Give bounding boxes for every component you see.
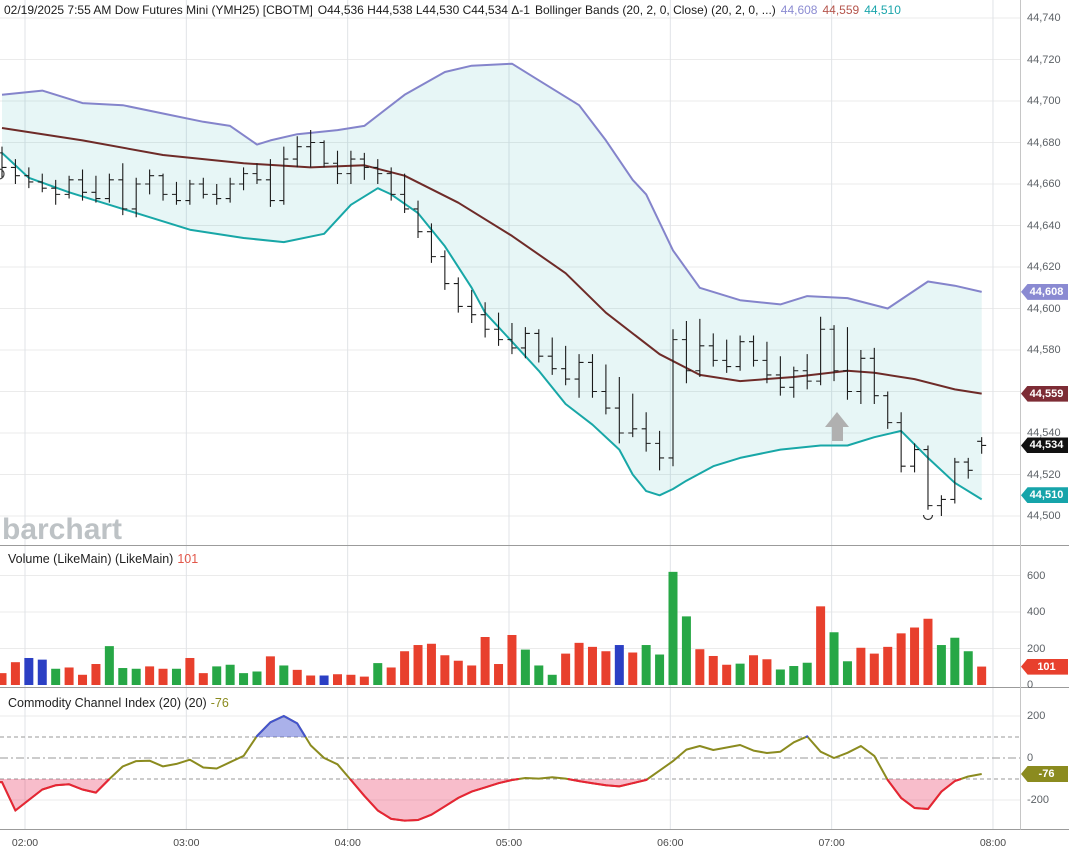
volume-axis-label: 600 xyxy=(1027,569,1046,582)
time-axis-label: 07:00 xyxy=(818,837,845,849)
volume-axis-label: 200 xyxy=(1027,642,1046,655)
cci-axis-label: -200 xyxy=(1027,794,1050,806)
cci-last-value: -76 xyxy=(210,696,229,710)
time-axis-label: 06:00 xyxy=(657,837,684,849)
volume-axis-label: 400 xyxy=(1027,606,1046,618)
last-price-badge: 44,534 xyxy=(1021,437,1068,454)
price-axis-label: 44,520 xyxy=(1027,468,1061,481)
cci-axis-label: 0 xyxy=(1027,752,1034,764)
cci-badge: -76 xyxy=(1021,765,1068,782)
cci-study-label: Commodity Channel Index (20) (20) xyxy=(8,696,207,710)
cci-axis-label: 200 xyxy=(1027,710,1046,722)
time-axis-label: 05:00 xyxy=(495,837,523,849)
upper-band-badge: 44,608 xyxy=(1021,283,1068,300)
price-axis-label: 44,660 xyxy=(1027,178,1061,190)
price-axis-label: 44,680 xyxy=(1027,136,1061,149)
time-axis-label: 08:00 xyxy=(979,837,1007,849)
time-axis-label: 04:00 xyxy=(334,837,361,849)
header-middle-band-value: 44,559 xyxy=(822,3,860,17)
cci-pane-label: Commodity Channel Index (20) (20) -76 xyxy=(8,696,229,710)
time-axis-label: 02:00 xyxy=(11,837,39,849)
price-axis-label: 44,580 xyxy=(1027,344,1061,356)
volume-axis-label: 0 xyxy=(1027,679,1034,691)
time-axis-label: 03:00 xyxy=(173,837,200,849)
price-axis-label: 44,640 xyxy=(1027,219,1061,232)
volume-study-label: Volume (LikeMain) (LikeMain) xyxy=(8,552,174,566)
price-axis-label: 44,540 xyxy=(1027,427,1061,439)
price-axis-label: 44,720 xyxy=(1027,53,1061,66)
volume-badge: 101 xyxy=(1021,658,1068,675)
volume-pane-label: Volume (LikeMain) (LikeMain) 101 xyxy=(8,552,198,566)
middle-band-badge: 44,559 xyxy=(1021,385,1068,402)
price-axis-label: 44,740 xyxy=(1027,12,1061,24)
header-upper-band-value: 44,608 xyxy=(780,3,818,17)
price-axis-label: 44,600 xyxy=(1027,302,1061,315)
lower-band-badge: 44,510 xyxy=(1021,487,1068,504)
price-axis-label: 44,700 xyxy=(1027,95,1061,107)
price-axis-label: 44,620 xyxy=(1027,261,1061,273)
price-axis-label: 44,500 xyxy=(1027,510,1061,522)
header-lower-band-value: 44,510 xyxy=(864,3,901,17)
barchart-watermark: barchart xyxy=(2,513,123,546)
header-study-label: Bollinger Bands (20, 2, 0, Close) (20, 2… xyxy=(534,3,776,17)
volume-last-value: 101 xyxy=(177,552,199,566)
header-ohlc-values: O44,536 H44,538 L44,530 C44,534 Δ-1 xyxy=(317,3,530,17)
header-title: 02/19/2025 7:55 AM Dow Futures Mini (YMH… xyxy=(4,3,313,17)
chart-header: 02/19/2025 7:55 AM Dow Futures Mini (YMH… xyxy=(4,3,906,17)
